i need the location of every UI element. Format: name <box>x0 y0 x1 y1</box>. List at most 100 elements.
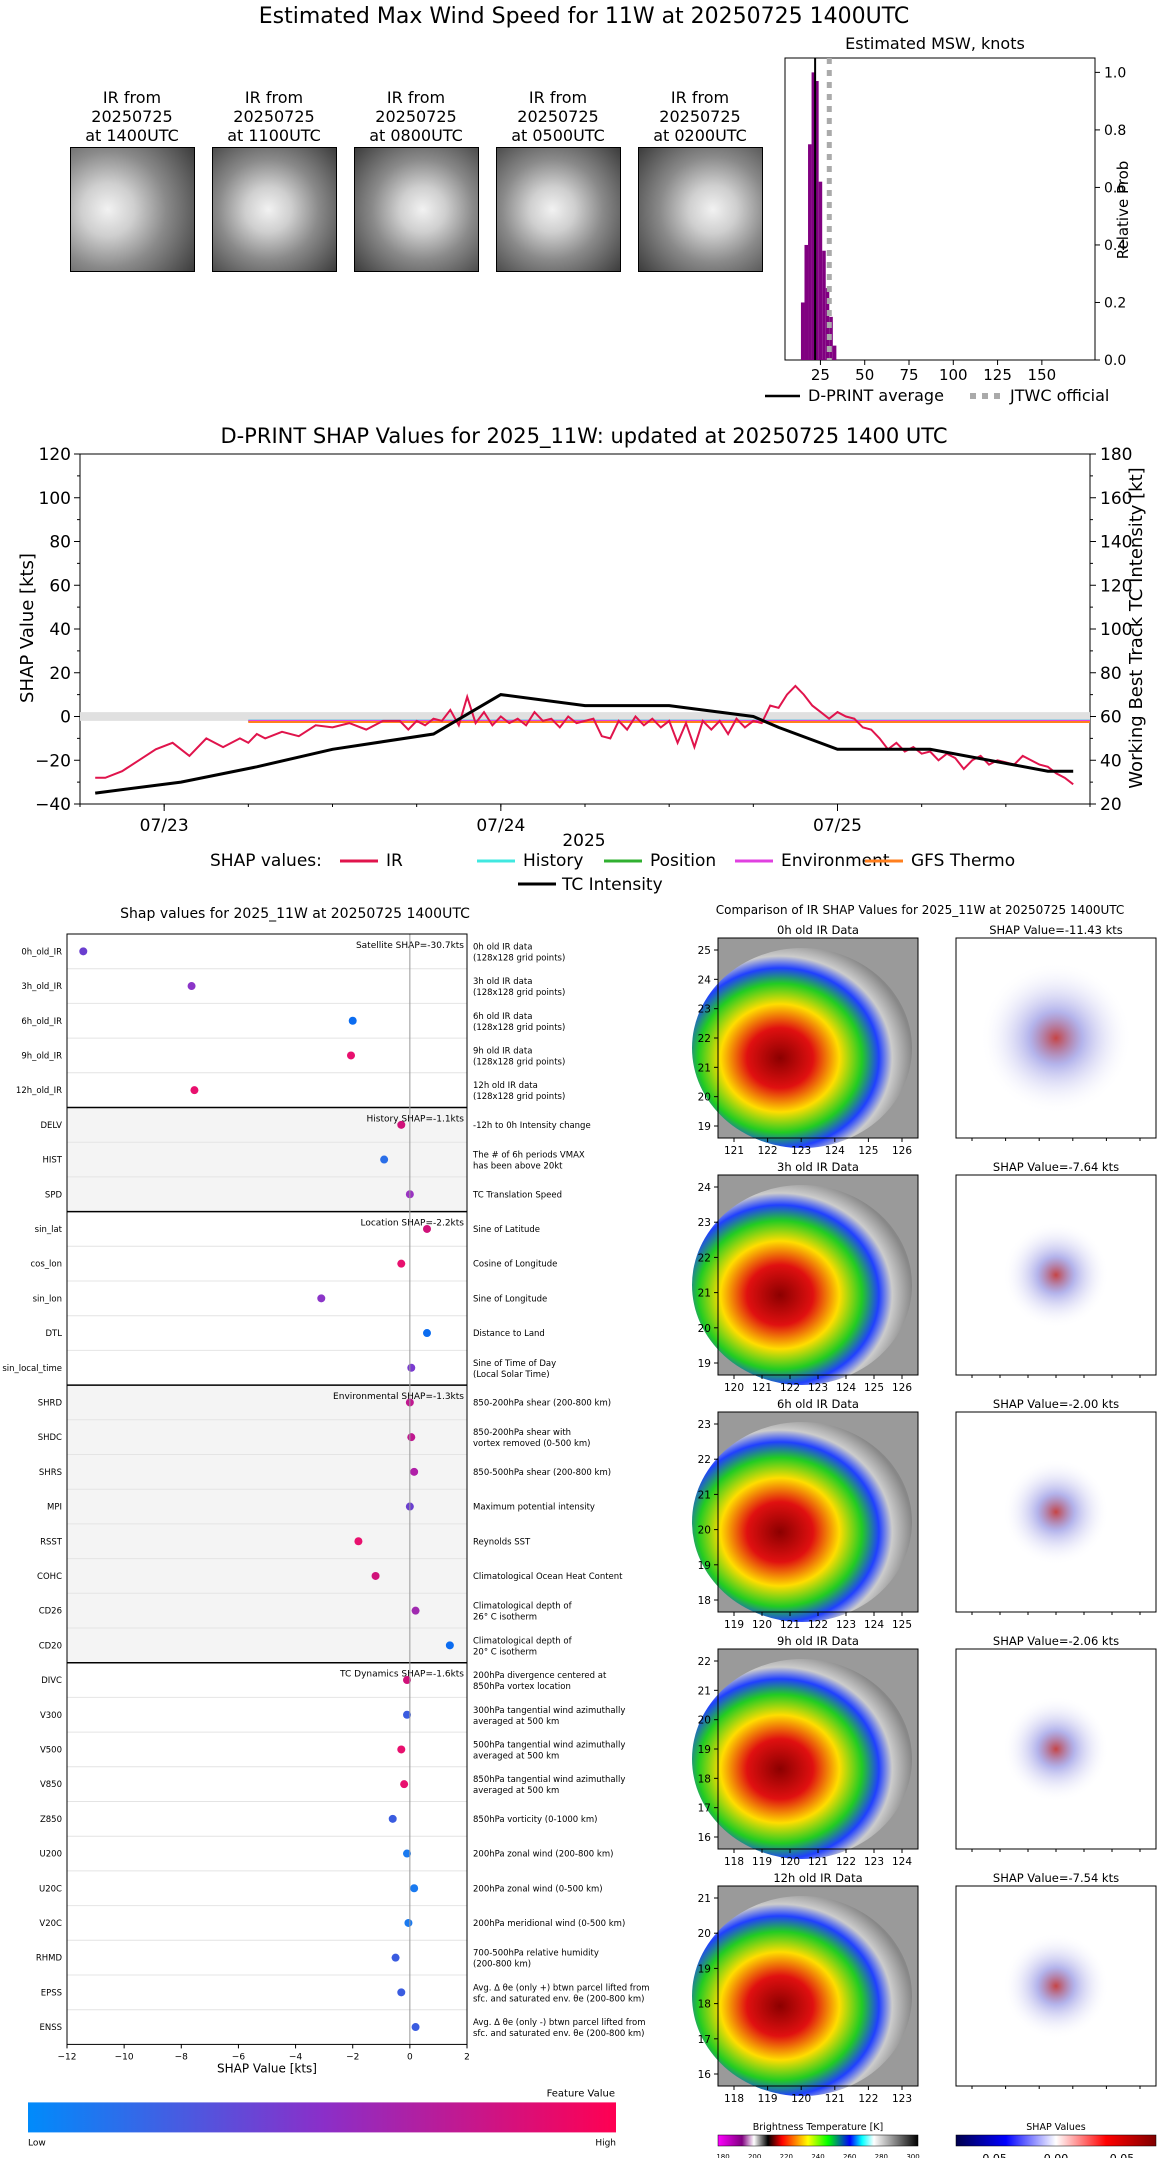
shap-map-image <box>1002 1932 1110 2040</box>
feature-description: sfc. and saturated env. θe (200-800 km) <box>473 2029 645 2039</box>
feature-description: Avg. Δ θe (only +) btwn parcel lifted fr… <box>473 1983 650 1993</box>
feature-description: 200hPa meridional wind (0-500 km) <box>473 1919 625 1929</box>
feature-description: 200hPa zonal wind (0-500 km) <box>473 1884 603 1894</box>
ir-compare-ytick-label: 21 <box>698 1685 711 1697</box>
msw-histogram: Estimated MSW, knots 25 50 75 100 125 150 0.0 0… <box>765 34 1132 405</box>
ir-compare-xtick-label: 120 <box>791 2093 811 2105</box>
sv-colorbar-tick: 0.05 <box>1110 2152 1135 2158</box>
feature-shap-point <box>400 1780 409 1789</box>
feature-description: Reynolds SST <box>473 1537 531 1547</box>
ir-compare-ytick-label: 25 <box>698 945 711 957</box>
ir-compare-xtick-label: 120 <box>752 1619 772 1631</box>
feature-description: TC Translation Speed <box>472 1190 562 1200</box>
ir-compare-image <box>692 1422 912 1622</box>
feature-xtick-label: −6 <box>232 2052 246 2062</box>
ts-legend-item: IR <box>386 851 403 871</box>
ir-thumb-title-line: at 0500UTC <box>511 126 605 145</box>
shap-map-frame <box>955 1885 1157 2087</box>
ir-compare-ytick-label: 20 <box>698 1715 711 1727</box>
feature-shap-point <box>403 1849 411 1858</box>
msw-ytick-label: 0.8 <box>1104 123 1126 139</box>
ir-compare-xtick-label: 122 <box>780 1382 800 1394</box>
feature-xtick-label: −8 <box>175 2052 189 2062</box>
ts-legend-item: Position <box>650 851 716 871</box>
ir-compare-xtick-label: 123 <box>791 1145 811 1157</box>
msw-xtick-label: 125 <box>983 366 1012 384</box>
feature-shap-point <box>423 1224 431 1233</box>
ts-xtick-label: 07/25 <box>813 816 862 836</box>
feature-description: (128x128 grid points) <box>473 988 565 998</box>
ir-compare-ytick-label: 21 <box>698 1893 711 1905</box>
feature-description: Climatological depth of <box>473 1636 573 1646</box>
ts-legend-label: SHAP values: <box>210 851 322 871</box>
ir-compare-ytick-label: 19 <box>698 1560 711 1572</box>
ir-compare-xtick-label: 122 <box>758 1145 778 1157</box>
ts-title: D-PRINT SHAP Values for 2025_11W: update… <box>220 424 947 449</box>
feature-description: (128x128 grid points) <box>473 953 565 963</box>
feature-shap-point <box>397 1259 406 1268</box>
feature-xtick-label: 2 <box>464 2052 470 2062</box>
feature-description: 0h old IR data <box>473 942 532 952</box>
feature-description: Avg. Δ θe (only -) btwn parcel lifted fr… <box>473 2018 646 2028</box>
ir-compare-xtick-label: 120 <box>724 1382 744 1394</box>
msw-bar <box>818 181 823 360</box>
ir-compare-xtick-label: 123 <box>836 1619 856 1631</box>
feature-name: 12h_old_IR <box>16 1086 62 1096</box>
feature-description: 850hPa vorticity (0-1000 km) <box>473 1815 597 1825</box>
feature-shap-point <box>410 1884 419 1893</box>
ir-thumb-title-line: at 1100UTC <box>227 126 321 145</box>
ir-compare-xtick-label: 125 <box>858 1145 878 1157</box>
feature-description: 850-200hPa shear (200-800 km) <box>473 1398 611 1408</box>
ts-ytick-right-label: 60 <box>1100 708 1122 728</box>
ir-compare-xtick-label: 126 <box>892 1145 912 1157</box>
feature-name: DTL <box>46 1329 63 1339</box>
feature-shap-point <box>388 1814 397 1823</box>
ir-compare-ytick-label: 16 <box>698 2069 712 2081</box>
shap-map-frame <box>955 937 1157 1139</box>
ir-compare-ytick-label: 22 <box>698 1656 711 1668</box>
feature-shap-point <box>423 1329 431 1338</box>
ir-compare-shap-title: SHAP Value=-7.64 kts <box>993 1160 1119 1174</box>
feature-shap-point <box>347 1051 355 1060</box>
ir-compare-img-title: 12h old IR Data <box>773 1871 862 1885</box>
ir-thumb-image <box>212 147 337 272</box>
ir-thumb-title: IR from 20250725 at 1100UTC <box>209 88 339 145</box>
ir-compare-shap-title: SHAP Value=-2.00 kts <box>993 1397 1119 1411</box>
msw-ylabel: Relative Prob <box>1114 161 1132 260</box>
feature-name: DIVC <box>41 1676 62 1686</box>
ts-legend-item: History <box>523 851 583 871</box>
ir-thumb-title-line: IR from <box>670 88 730 107</box>
ir-compare-ytick-label: 22 <box>698 1252 711 1264</box>
ir-compare-xtick-label: 120 <box>780 1856 800 1868</box>
feature-description: Distance to Land <box>473 1329 545 1339</box>
ir-compare-img-title: 9h old IR Data <box>777 1634 859 1648</box>
ts-ytick-right-label: 160 <box>1100 489 1132 509</box>
feature-name: CD26 <box>39 1607 62 1617</box>
feature-description: vortex removed (0-500 km) <box>473 1439 590 1449</box>
feature-group-label: TC Dynamics SHAP=-1.6kts <box>339 1670 464 1680</box>
msw-ytick-label: 0.6 <box>1104 180 1126 196</box>
ts-ytick-right-label: 180 <box>1100 445 1132 465</box>
ir-compare-ytick-label: 18 <box>698 1595 711 1607</box>
feature-name: V850 <box>40 1780 62 1790</box>
ir-compare-ytick-label: 22 <box>698 1033 711 1045</box>
bt-colorbar-tick: 260 <box>843 2153 856 2158</box>
ts-ytick-left-label: 80 <box>49 533 71 553</box>
feature-description: Maximum potential intensity <box>473 1503 595 1513</box>
ts-ytick-right-label: 40 <box>1100 751 1122 771</box>
ir-compare-ytick-label: 24 <box>698 974 712 986</box>
msw-xtick-label: 150 <box>1028 366 1057 384</box>
ir-thumb-title: IR from 20250725 at 0800UTC <box>351 88 481 145</box>
ir-compare-image <box>692 1185 912 1385</box>
msw-bar <box>811 72 816 360</box>
sv-colorbar-tick: −0.05 <box>973 2152 1007 2158</box>
feature-name: SHRD <box>38 1398 63 1408</box>
ir-compare-xtick-label: 124 <box>836 1382 856 1394</box>
feature-name: sin_lat <box>35 1225 63 1235</box>
feature-name: CD20 <box>39 1641 62 1651</box>
feature-name: 6h_old_IR <box>21 1017 62 1027</box>
ir-compare-xtick-label: 118 <box>724 2093 744 2105</box>
ir-compare-xtick-label: 121 <box>808 1856 828 1868</box>
feature-shap-point <box>380 1155 389 1164</box>
